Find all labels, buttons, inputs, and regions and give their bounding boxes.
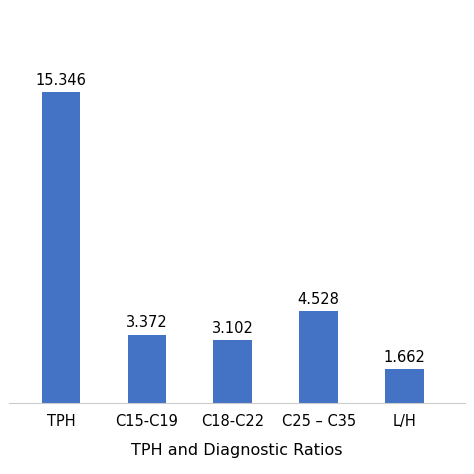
- Bar: [213, 340, 252, 403]
- Bar: [128, 335, 166, 403]
- Text: 3.102: 3.102: [212, 321, 254, 336]
- Bar: [42, 92, 80, 403]
- Text: 1.662: 1.662: [383, 350, 425, 365]
- Text: 4.528: 4.528: [298, 292, 339, 307]
- Text: 15.346: 15.346: [36, 73, 86, 88]
- Bar: [385, 369, 424, 403]
- Bar: [299, 311, 338, 403]
- X-axis label: TPH and Diagnostic Ratios: TPH and Diagnostic Ratios: [131, 443, 343, 458]
- Text: 3.372: 3.372: [126, 316, 168, 330]
